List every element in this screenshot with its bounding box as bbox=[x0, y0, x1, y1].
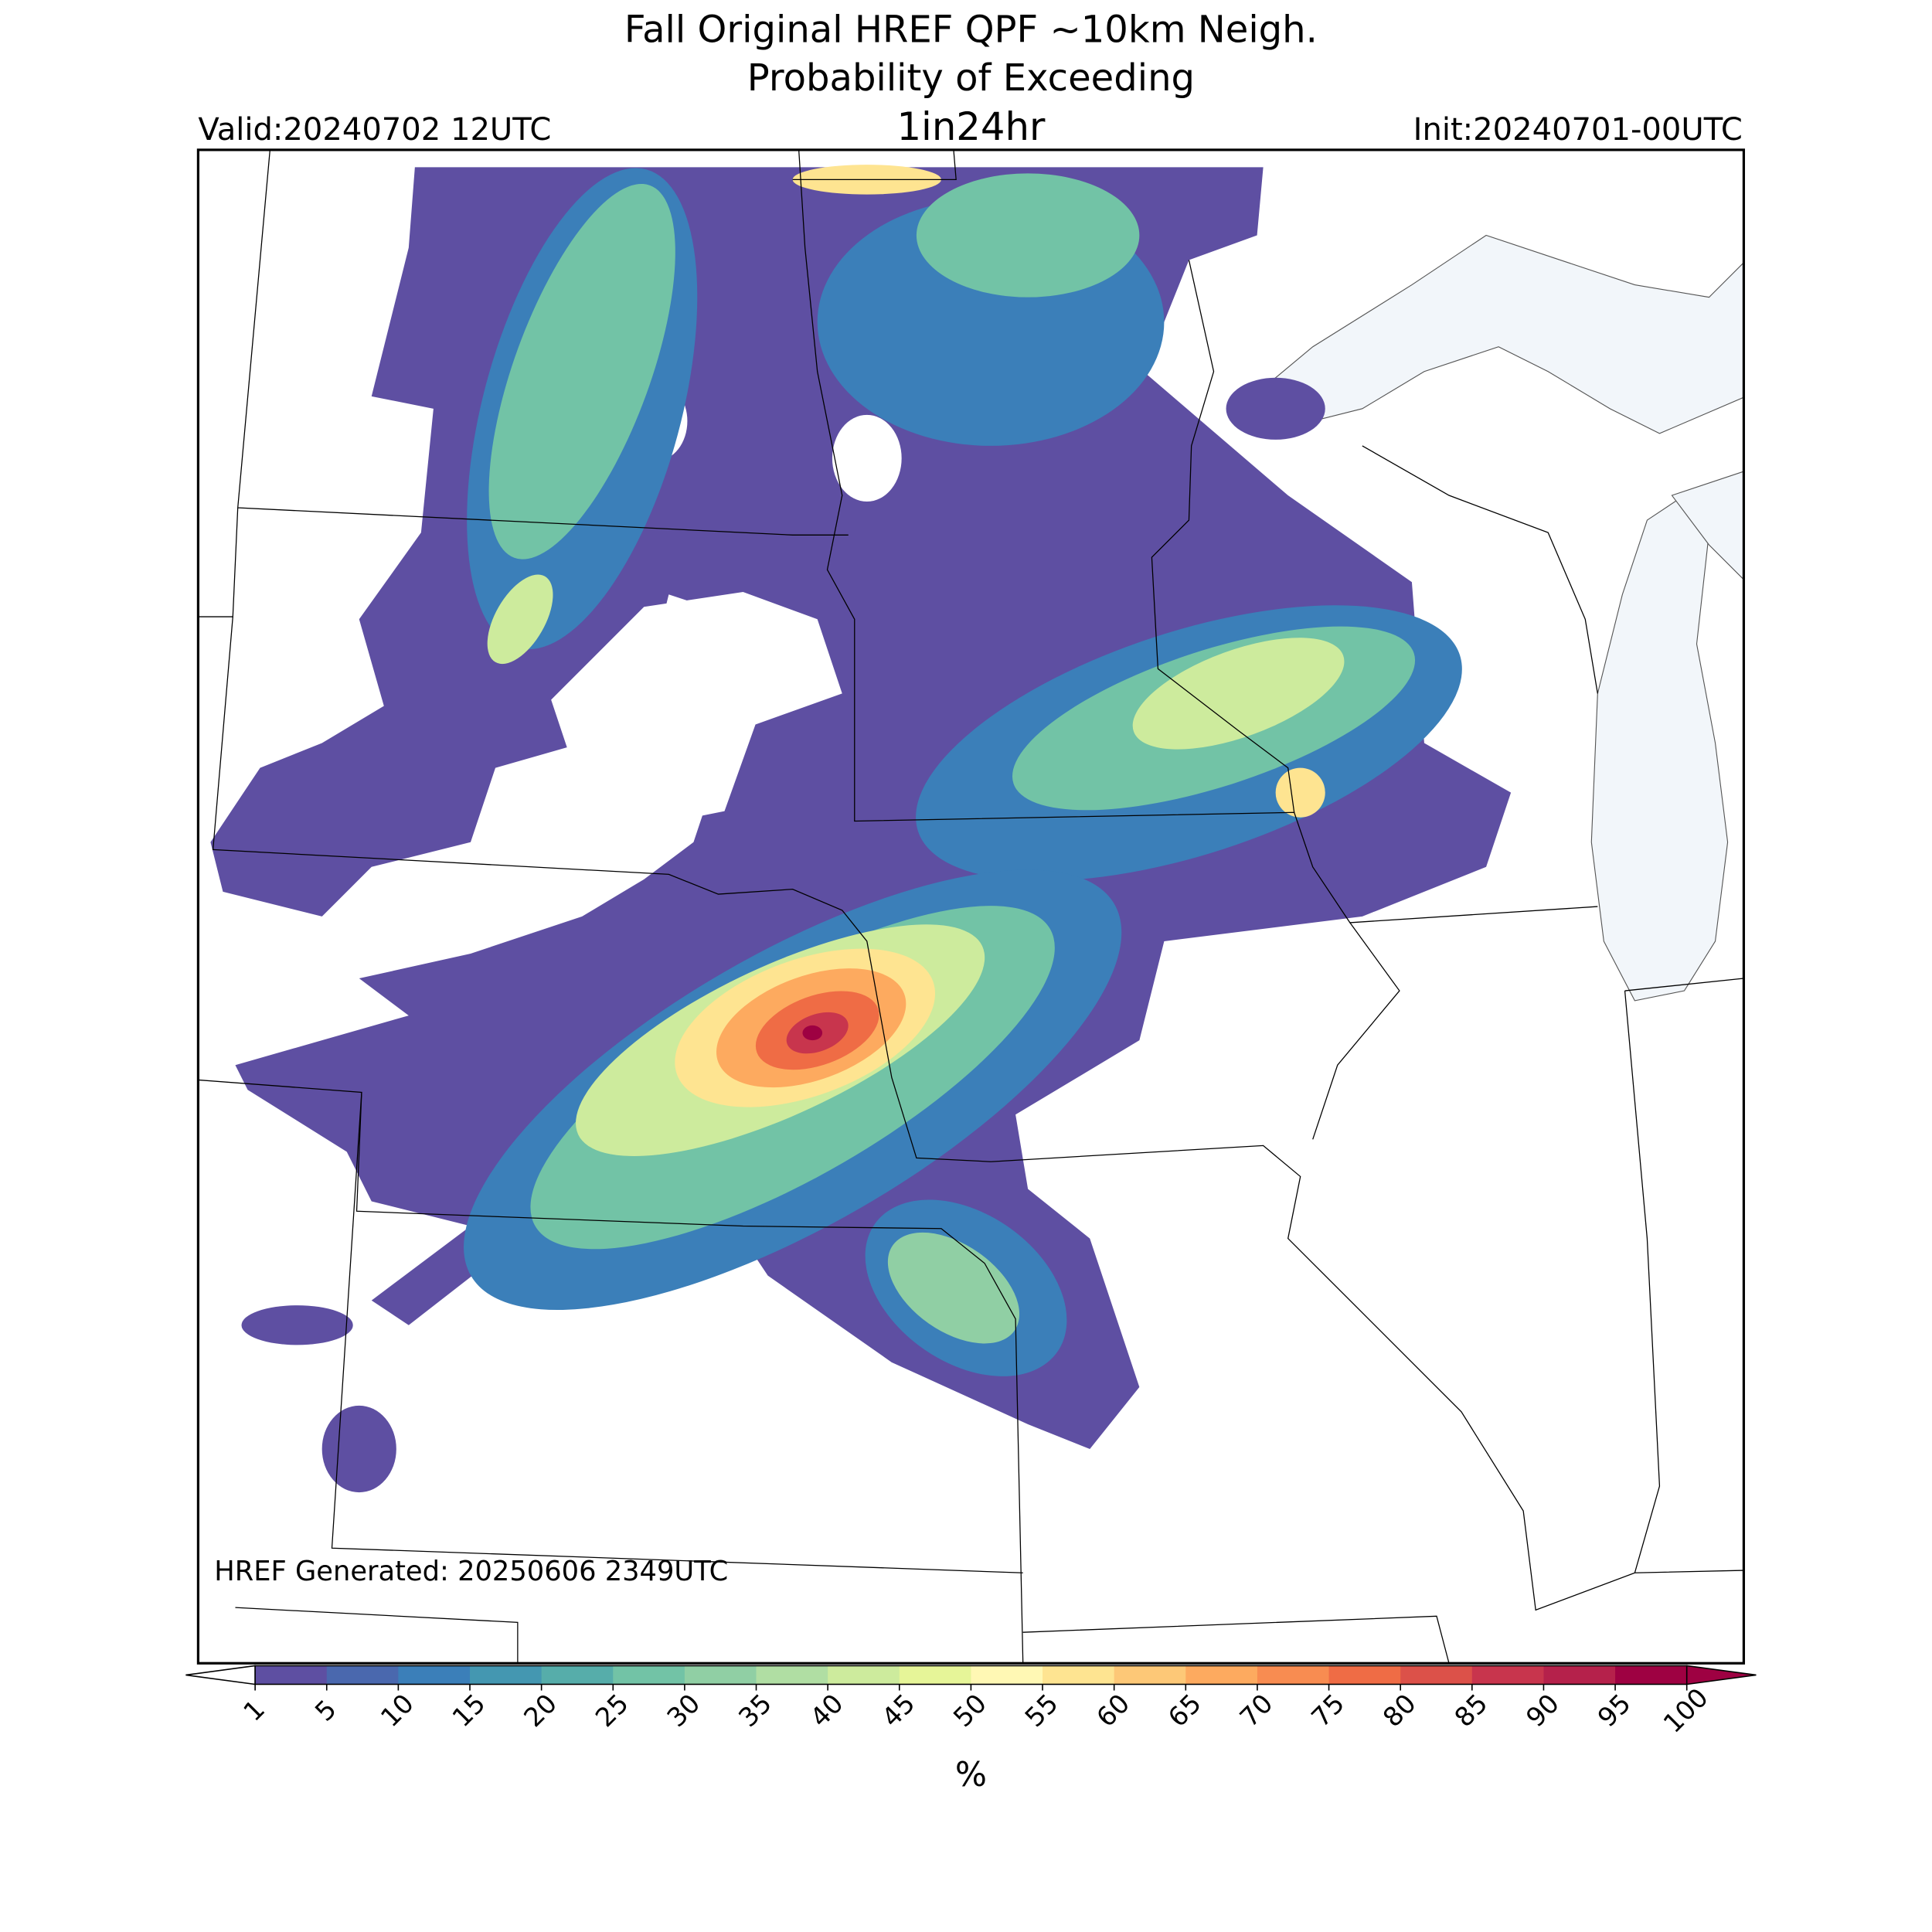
colorbar-segment bbox=[1543, 1665, 1616, 1685]
colorbar-tick-label: 70 bbox=[1234, 1688, 1279, 1733]
lake-huron bbox=[1671, 471, 1744, 580]
colorbar-segment bbox=[1185, 1665, 1258, 1685]
colorbar-tick-label: 60 bbox=[1090, 1688, 1135, 1733]
lake-superior bbox=[1237, 234, 1744, 434]
colorbar-over bbox=[1685, 1665, 1757, 1685]
colorbar-tick-label: 15 bbox=[447, 1688, 492, 1733]
colorbar-segment bbox=[1615, 1665, 1688, 1685]
title: Fall Original HREF QPF ~10km Neigh. bbox=[624, 8, 1318, 51]
colorbar-tick-label: 95 bbox=[1592, 1688, 1637, 1733]
colorbar-segment bbox=[1114, 1665, 1187, 1685]
colorbar-tick-label: 45 bbox=[876, 1688, 921, 1733]
colorbar-segment bbox=[470, 1665, 543, 1685]
colorbar-segment bbox=[1328, 1665, 1401, 1685]
colorbar-segment bbox=[326, 1665, 400, 1685]
colorbar-segment bbox=[1043, 1665, 1115, 1685]
colorbar-tick-label: 50 bbox=[947, 1688, 992, 1733]
colorbar-tick-label: 90 bbox=[1520, 1688, 1565, 1733]
colorbar-tick-label: 100 bbox=[1658, 1682, 1714, 1739]
colorbar-segment bbox=[1257, 1665, 1330, 1685]
threshold: 1in24hr bbox=[896, 104, 1046, 149]
subtitle: Probability of Exceeding bbox=[747, 56, 1195, 100]
colorbar-tick-label: 55 bbox=[1019, 1688, 1064, 1733]
precip-region bbox=[321, 1405, 396, 1493]
colorbar-segment bbox=[1471, 1665, 1545, 1685]
colorbar-tick-label: 5 bbox=[309, 1694, 342, 1727]
colorbar-frame bbox=[254, 1665, 1688, 1685]
lake-michigan bbox=[1590, 495, 1729, 1002]
colorbar-tick-label: 1 bbox=[237, 1694, 270, 1727]
colorbar-tick-label: 25 bbox=[590, 1688, 634, 1733]
colorbar-label: % bbox=[955, 1756, 987, 1794]
precip-gap bbox=[551, 592, 842, 828]
colorbar-segment bbox=[684, 1665, 757, 1685]
precip-region bbox=[1226, 377, 1325, 440]
init-time: Init:20240701-00UTC bbox=[1413, 112, 1743, 148]
colorbar-tick-label: 40 bbox=[804, 1688, 849, 1733]
colorbar-segment bbox=[971, 1665, 1043, 1685]
colorbar-segment bbox=[255, 1665, 328, 1685]
state-boundaries bbox=[198, 149, 1744, 1664]
colorbar-segment bbox=[756, 1665, 828, 1685]
colorbar-segment bbox=[613, 1665, 685, 1685]
colorbar-tick-label: 80 bbox=[1377, 1688, 1422, 1733]
precip-layers bbox=[464, 165, 1462, 1376]
colorbar-segment bbox=[1400, 1665, 1473, 1685]
colorbar-tick-label: 10 bbox=[375, 1688, 420, 1733]
colorbar-tick-label: 85 bbox=[1449, 1688, 1494, 1733]
colorbar-tick-label: 35 bbox=[733, 1688, 777, 1733]
colorbar-segment bbox=[398, 1665, 471, 1685]
colorbar-tick-label: 30 bbox=[662, 1688, 706, 1733]
map: HREF Generated: 20250606 2349UTC bbox=[198, 149, 1744, 1664]
precip-region bbox=[241, 1305, 353, 1345]
colorbar: 1 5 10 15 20 25 30 35 40 45 50 55 60 65 70 75 80 85 90 95 10… bbox=[185, 1665, 1757, 1739]
colorbar-tick-label: 20 bbox=[518, 1688, 563, 1733]
colorbar-segment bbox=[541, 1665, 614, 1685]
colorbar-segment bbox=[828, 1665, 900, 1685]
colorbar-segment bbox=[899, 1665, 972, 1685]
colorbar-under bbox=[185, 1665, 256, 1685]
generated-note: HREF Generated: 20250606 2349UTC bbox=[214, 1556, 728, 1587]
precip-gap bbox=[832, 414, 902, 502]
colorbar-tick-label: 75 bbox=[1305, 1688, 1350, 1733]
map-frame bbox=[196, 148, 1746, 1665]
valid-time: Valid:20240702 12UTC bbox=[198, 112, 551, 148]
colorbar-tick-label: 65 bbox=[1162, 1688, 1207, 1733]
